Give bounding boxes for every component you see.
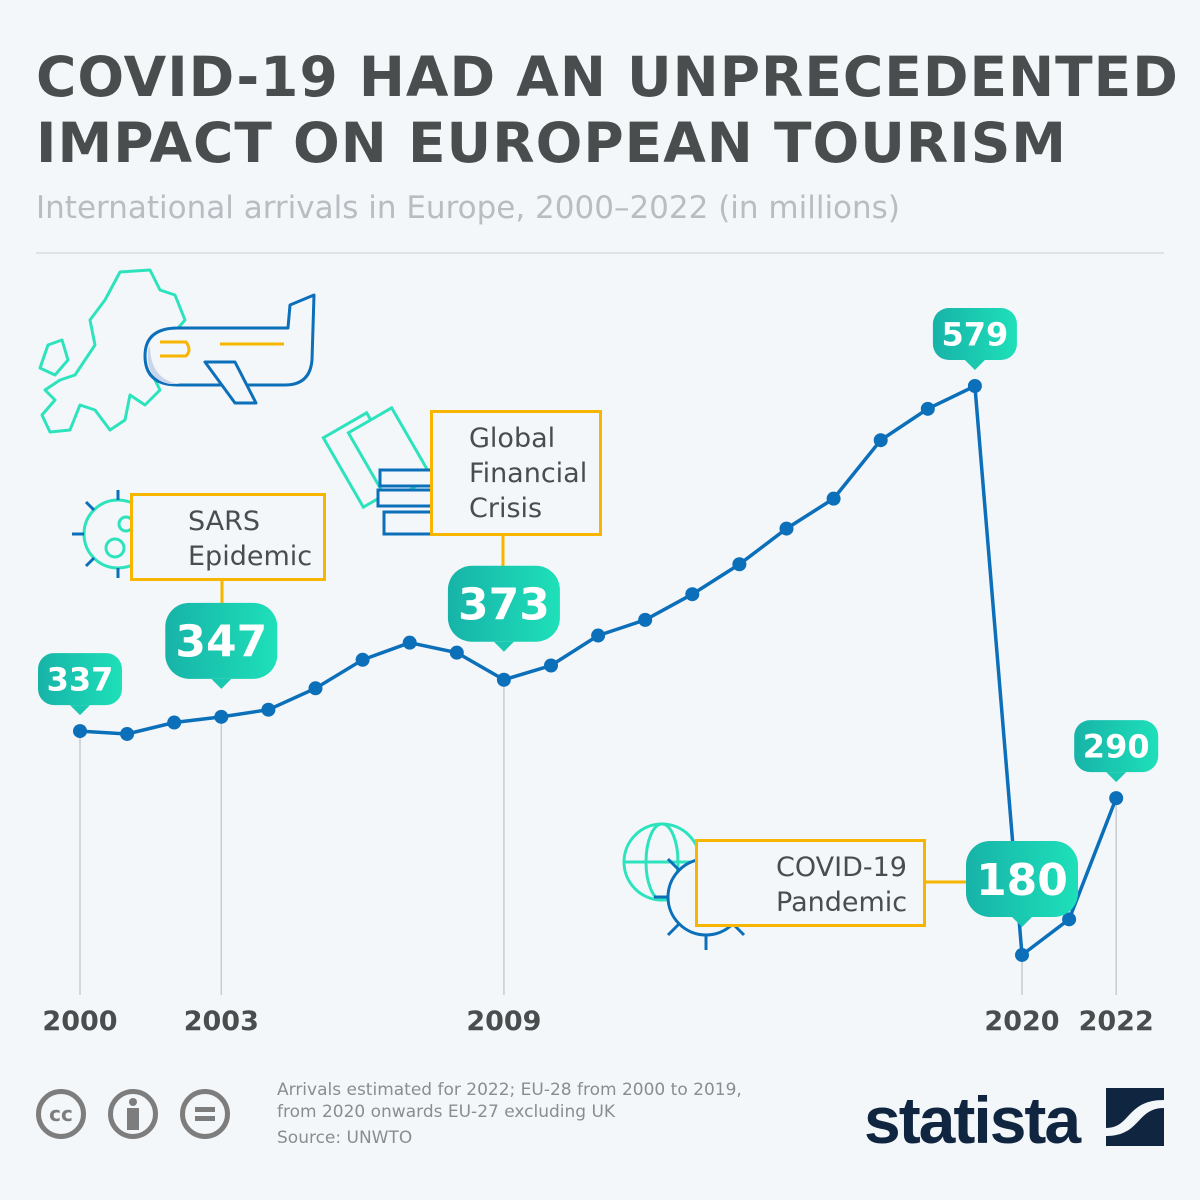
- sars-annotation: SARS Epidemic: [130, 493, 326, 581]
- bubble-pointer: [211, 678, 232, 689]
- data-label: 579: [942, 316, 1009, 354]
- data-point: [308, 681, 323, 696]
- data-point: [1109, 791, 1124, 806]
- x-tick-label: 2009: [466, 1006, 541, 1037]
- data-point: [826, 491, 841, 506]
- data-point: [261, 702, 276, 717]
- data-point: [214, 709, 229, 724]
- gfc-label-3: Crisis: [469, 493, 543, 524]
- data-label: 337: [47, 661, 114, 699]
- bubble-pointer: [1012, 916, 1032, 927]
- data-point: [685, 587, 700, 602]
- gfc-annotation: Global Financial Crisis: [430, 410, 602, 536]
- data-label: 180: [976, 855, 1068, 906]
- statista-logo[interactable]: statista: [864, 1083, 1081, 1157]
- bubble-shape: [38, 653, 122, 706]
- data-point: [638, 612, 653, 627]
- covid-annotation: COVID-19 Pandemic: [695, 839, 926, 927]
- data-label-bubble: 337: [38, 653, 122, 716]
- bubble-shape: [1074, 720, 1159, 773]
- data-label: 347: [175, 617, 267, 668]
- no-derivatives-icon[interactable]: [180, 1089, 230, 1139]
- subtitle: International arrivals in Europe, 2000–2…: [36, 190, 900, 226]
- data-point: [1015, 947, 1029, 962]
- divider: [36, 252, 1164, 254]
- data-point: [496, 672, 511, 687]
- data-label-bubble: 347: [165, 602, 278, 689]
- data-point: [167, 715, 182, 730]
- footnote-line-2: from 2020 onwards EU-27 excluding UK: [277, 1102, 616, 1122]
- bubble-shape: [165, 602, 278, 679]
- data-label-bubble: 579: [932, 308, 1017, 370]
- x-tick-label: 2000: [42, 1006, 117, 1037]
- footnote: Arrivals estimated for 2022; EU-28 from …: [277, 1079, 742, 1123]
- airplane-icon: [143, 293, 316, 405]
- data-point: [355, 652, 370, 667]
- title-line-2: IMPACT ON EUROPEAN TOURISM: [36, 111, 1068, 175]
- bubble-shape: [966, 840, 1078, 917]
- data-point: [1062, 912, 1077, 927]
- europe-map-icon: [38, 268, 187, 434]
- gfc-label: Global: [469, 423, 556, 454]
- title-line-1: COVID-19 HAD AN UNPRECEDENTED: [36, 45, 1179, 109]
- data-label-bubble: 290: [1074, 720, 1159, 783]
- bubble-pointer: [1106, 772, 1127, 783]
- attribution-icon[interactable]: [108, 1089, 158, 1139]
- data-point: [873, 433, 888, 448]
- cc-license-icon[interactable]: cc: [36, 1089, 86, 1139]
- data-point: [73, 724, 87, 739]
- bubble-pointer: [964, 360, 985, 370]
- bubble-pointer: [493, 641, 514, 652]
- data-point: [779, 521, 794, 536]
- data-point: [544, 658, 558, 673]
- footnote-line-1: Arrivals estimated for 2022; EU-28 from …: [277, 1080, 742, 1100]
- bubble-shape: [447, 565, 560, 642]
- x-tick-label: 2022: [1079, 1006, 1154, 1037]
- x-tick-label: 2020: [984, 1006, 1059, 1037]
- bubble-shape: [932, 308, 1017, 360]
- data-label: 373: [458, 580, 550, 631]
- statista-logo-mark[interactable]: [1106, 1088, 1164, 1146]
- data-point: [449, 645, 464, 660]
- data-point: [920, 401, 935, 416]
- gfc-label-2: Financial: [469, 458, 588, 489]
- bubble-pointer: [70, 705, 90, 716]
- data-point: [732, 557, 747, 572]
- source: Source: UNWTO: [277, 1128, 413, 1148]
- covid-label: COVID-19: [776, 852, 907, 883]
- sars-label-2: Epidemic: [188, 541, 313, 572]
- data-label-bubble: 373: [447, 565, 560, 652]
- data-point: [591, 628, 606, 643]
- data-label: 290: [1083, 728, 1150, 766]
- data-point: [402, 635, 417, 650]
- covid-label-2: Pandemic: [776, 887, 908, 918]
- data-label-bubble: 180: [966, 840, 1078, 927]
- page-title: COVID-19 HAD AN UNPRECEDENTED IMPACT ON …: [36, 44, 1179, 176]
- data-point: [967, 379, 982, 393]
- data-point: [120, 726, 135, 741]
- sars-label: SARS: [188, 506, 261, 537]
- x-tick-label: 2003: [184, 1006, 259, 1037]
